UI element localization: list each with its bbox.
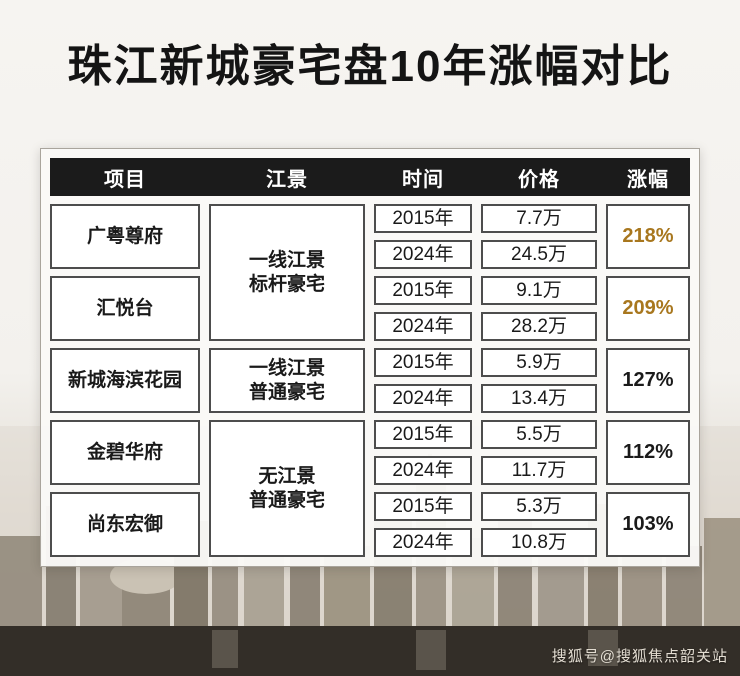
project-name-cell: 汇悦台 [50, 276, 200, 341]
comparison-table: 项目 江景 时间 价格 涨幅 广粤尊府 汇悦台 新城海滨花园 金碧华府 尚东宏御… [40, 148, 700, 567]
project-name-cell: 尚东宏御 [50, 492, 200, 557]
increase-cell: 209% [606, 276, 690, 341]
year-cell: 2015年 [374, 492, 472, 521]
year-cell: 2024年 [374, 456, 472, 485]
riverview-line1: 无江景 [258, 465, 316, 487]
year-cell: 2015年 [374, 420, 472, 449]
increase-cell: 218% [606, 204, 690, 269]
table-body: 广粤尊府 汇悦台 新城海滨花园 金碧华府 尚东宏御 一线江景 标杆豪宅 一线江景… [50, 204, 690, 557]
year-cell: 2024年 [374, 312, 472, 341]
project-name-cell: 金碧华府 [50, 420, 200, 485]
header-time: 时间 [402, 168, 444, 191]
riverview-line1: 一线江景 [248, 357, 325, 379]
riverview-line2: 标杆豪宅 [248, 273, 325, 295]
riverview-line1: 一线江景 [248, 249, 325, 271]
price-cell: 5.5万 [481, 420, 597, 449]
price-cell: 10.8万 [481, 528, 597, 557]
project-name-cell: 新城海滨花园 [50, 348, 200, 413]
riverview-line2: 普通豪宅 [248, 489, 325, 511]
riverview-group-cell: 一线江景 普通豪宅 [209, 348, 365, 413]
year-cell: 2024年 [374, 240, 472, 269]
page-title: 珠江新城豪宅盘10年涨幅对比 [67, 42, 673, 91]
price-cell: 13.4万 [481, 384, 597, 413]
price-cell: 5.9万 [481, 348, 597, 377]
price-cell: 9.1万 [481, 276, 597, 305]
table-header-row: 项目 江景 时间 价格 涨幅 [50, 158, 690, 196]
header-riverview: 江景 [266, 168, 308, 191]
watermark-text: 搜狐号@搜狐焦点韶关站 [551, 648, 728, 665]
price-cell: 24.5万 [481, 240, 597, 269]
header-increase: 涨幅 [627, 168, 669, 191]
increase-cell: 127% [606, 348, 690, 413]
riverview-line2: 普通豪宅 [248, 381, 325, 403]
year-cell: 2015年 [374, 276, 472, 305]
header-price: 价格 [518, 168, 560, 191]
project-name-cell: 广粤尊府 [50, 204, 200, 269]
price-cell: 11.7万 [481, 456, 597, 485]
riverview-group-cell: 无江景 普通豪宅 [209, 420, 365, 557]
price-cell: 5.3万 [481, 492, 597, 521]
riverview-group-cell: 一线江景 标杆豪宅 [209, 204, 365, 341]
header-project: 项目 [104, 168, 146, 191]
increase-cell: 112% [606, 420, 690, 485]
increase-cell: 103% [606, 492, 690, 557]
price-cell: 28.2万 [481, 312, 597, 341]
year-cell: 2024年 [374, 528, 472, 557]
year-cell: 2015年 [374, 348, 472, 377]
year-cell: 2015年 [374, 204, 472, 233]
price-cell: 7.7万 [481, 204, 597, 233]
year-cell: 2024年 [374, 384, 472, 413]
